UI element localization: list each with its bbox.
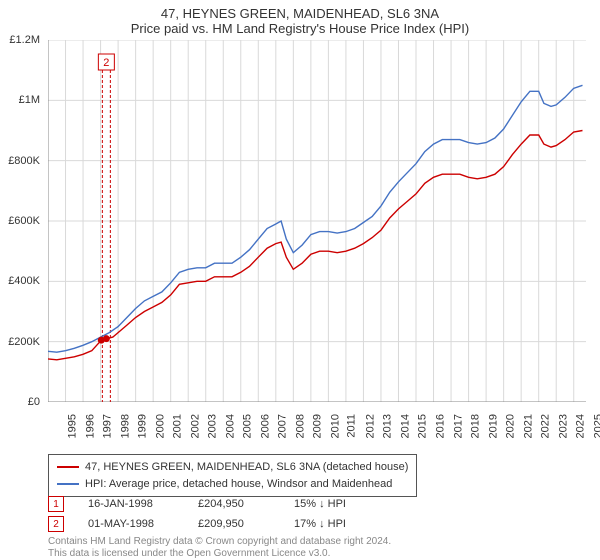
chart-svg: 2 — [48, 40, 586, 402]
legend-row-hpi: HPI: Average price, detached house, Wind… — [57, 476, 408, 493]
marker-chip-1: 1 — [48, 496, 64, 512]
marker-price-2: £209,950 — [198, 518, 270, 530]
legend-label-hpi: HPI: Average price, detached house, Wind… — [85, 476, 392, 493]
title-main: 47, HEYNES GREEN, MAIDENHEAD, SL6 3NA — [0, 0, 600, 21]
x-tick-label: 2001 — [172, 414, 184, 438]
title-sub: Price paid vs. HM Land Registry's House … — [0, 21, 600, 40]
x-tick-label: 2014 — [399, 414, 411, 438]
marker-table: 1 16-JAN-1998 £204,950 15% ↓ HPI 2 01-MA… — [48, 494, 346, 534]
marker-price-1: £204,950 — [198, 498, 270, 510]
y-tick-label: £800K — [8, 155, 40, 167]
marker-row-2: 2 01-MAY-1998 £209,950 17% ↓ HPI — [48, 514, 346, 534]
x-tick-label: 2022 — [540, 414, 552, 438]
svg-text:2: 2 — [103, 57, 109, 69]
legend-row-property: 47, HEYNES GREEN, MAIDENHEAD, SL6 3NA (d… — [57, 459, 408, 476]
x-tick-label: 1998 — [119, 414, 131, 438]
x-tick-label: 1999 — [137, 414, 149, 438]
y-tick-label: £1.2M — [9, 34, 40, 46]
x-tick-label: 2020 — [505, 414, 517, 438]
attribution-line2: This data is licensed under the Open Gov… — [48, 548, 391, 560]
x-tick-label: 2023 — [557, 414, 569, 438]
x-tick-label: 2016 — [434, 414, 446, 438]
chart-container: 47, HEYNES GREEN, MAIDENHEAD, SL6 3NA Pr… — [0, 0, 600, 560]
y-tick-label: £0 — [28, 396, 40, 408]
legend-swatch-hpi — [57, 483, 79, 485]
x-tick-label: 1997 — [102, 414, 114, 438]
x-tick-label: 2007 — [277, 414, 289, 438]
x-tick-label: 2008 — [294, 414, 306, 438]
x-tick-label: 2000 — [154, 414, 166, 438]
marker-chip-2: 2 — [48, 516, 64, 532]
x-tick-label: 2015 — [417, 414, 429, 438]
y-tick-label: £1M — [19, 94, 40, 106]
x-tick-label: 2025 — [592, 414, 600, 438]
marker-delta-1: 15% ↓ HPI — [294, 498, 346, 510]
y-tick-label: £600K — [8, 215, 40, 227]
x-tick-label: 2021 — [522, 414, 534, 438]
x-tick-label: 2013 — [382, 414, 394, 438]
x-tick-label: 2002 — [189, 414, 201, 438]
chart-area: 2 £0£200K£400K£600K£800K£1M£1.2M — [48, 40, 586, 402]
x-tick-label: 2024 — [575, 414, 587, 438]
legend-label-property: 47, HEYNES GREEN, MAIDENHEAD, SL6 3NA (d… — [85, 459, 408, 476]
x-tick-label: 2012 — [364, 414, 376, 438]
x-tick-label: 2011 — [346, 414, 358, 438]
y-tick-label: £400K — [8, 275, 40, 287]
marker-date-2: 01-MAY-1998 — [88, 518, 174, 530]
x-tick-label: 2009 — [312, 414, 324, 438]
x-axis-ticks: 1995 1996 1997 1998 1999 2000 2001 2002 2003 2004… — [48, 406, 586, 450]
x-tick-label: 2006 — [259, 414, 271, 438]
x-tick-label: 2017 — [452, 414, 464, 438]
x-tick-label: 2010 — [329, 414, 341, 438]
x-tick-label: 2003 — [207, 414, 219, 438]
legend-swatch-property — [57, 466, 79, 468]
y-axis-ticks: £0£200K£400K£600K£800K£1M£1.2M — [0, 40, 44, 402]
x-tick-label: 1995 — [66, 414, 78, 438]
x-tick-label: 2005 — [242, 414, 254, 438]
y-tick-label: £200K — [8, 336, 40, 348]
marker-delta-2: 17% ↓ HPI — [294, 518, 346, 530]
x-tick-label: 1996 — [84, 414, 96, 438]
marker-date-1: 16-JAN-1998 — [88, 498, 174, 510]
marker-row-1: 1 16-JAN-1998 £204,950 15% ↓ HPI — [48, 494, 346, 514]
x-tick-label: 2019 — [487, 414, 499, 438]
attribution: Contains HM Land Registry data © Crown c… — [48, 536, 391, 559]
x-tick-label: 2004 — [224, 414, 236, 438]
x-tick-label: 2018 — [470, 414, 482, 438]
legend: 47, HEYNES GREEN, MAIDENHEAD, SL6 3NA (d… — [48, 454, 417, 497]
attribution-line1: Contains HM Land Registry data © Crown c… — [48, 536, 391, 548]
